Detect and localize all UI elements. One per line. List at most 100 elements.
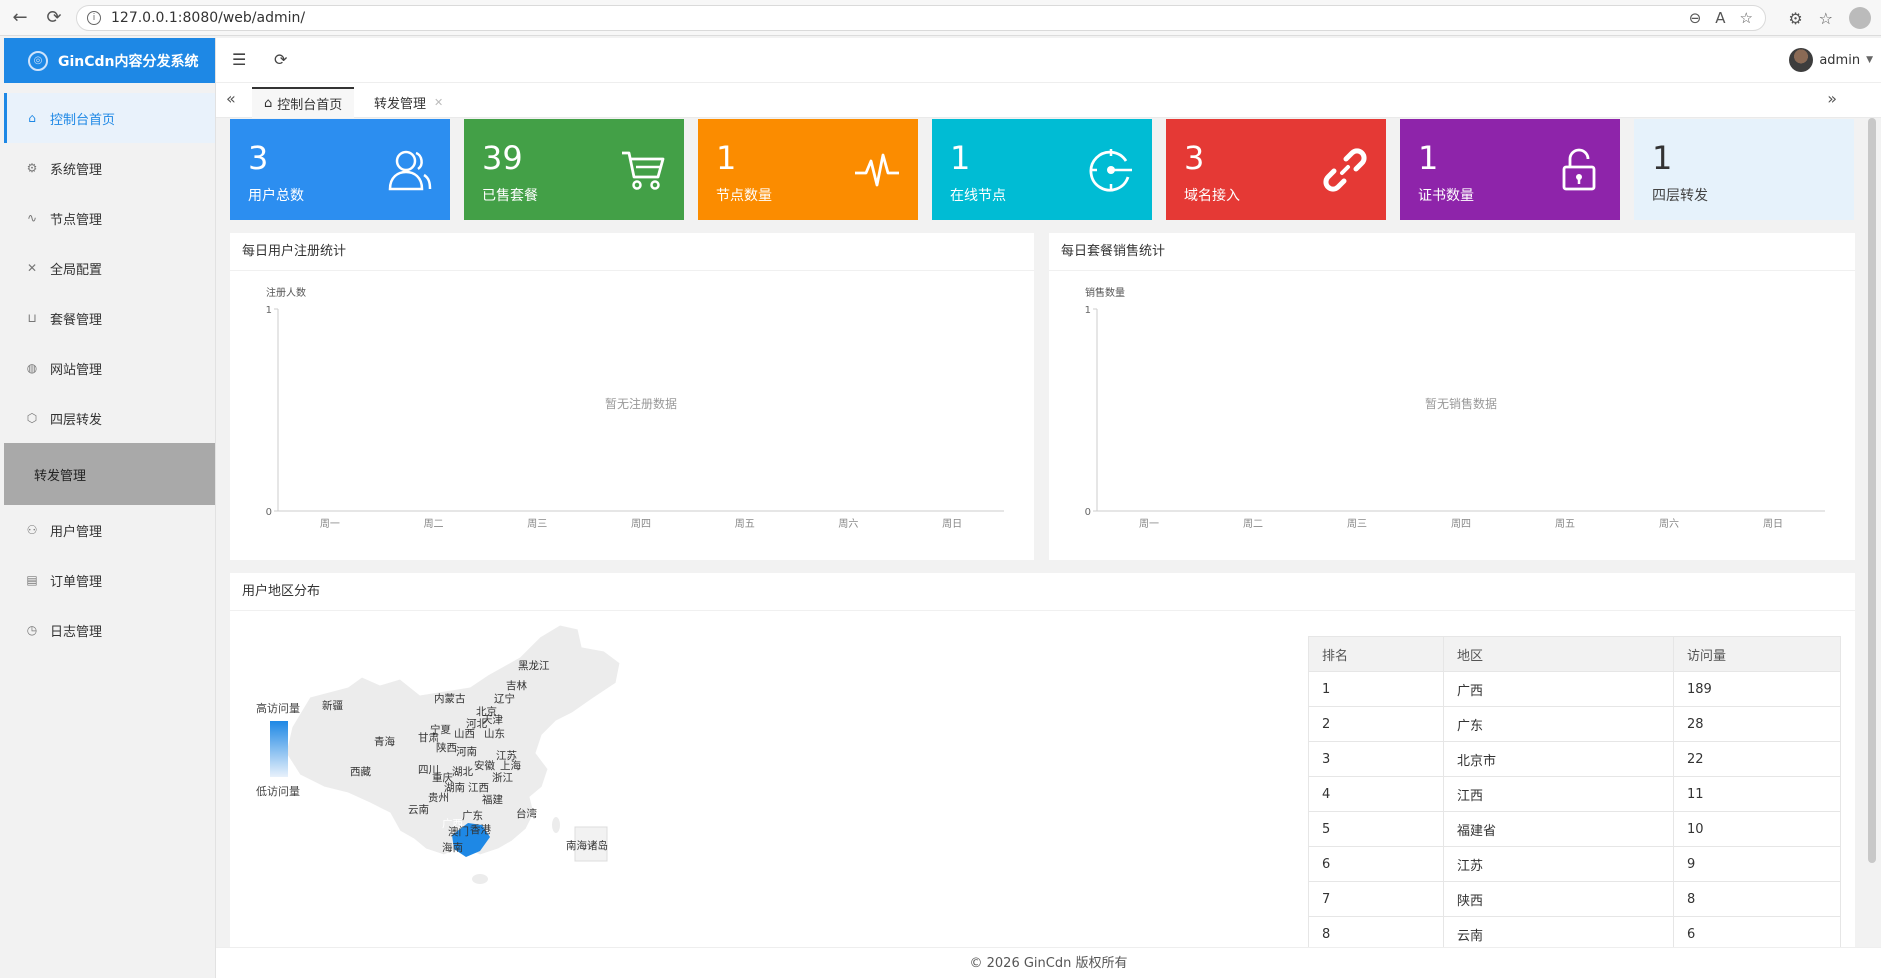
sidebar-item-websites[interactable]: ◍ 网站管理 — [4, 343, 215, 393]
map-region-label[interactable]: 广西 — [442, 818, 463, 830]
map-region-label[interactable]: 香港 — [470, 824, 491, 836]
map-region-guangxi[interactable] — [452, 823, 490, 857]
stat-card-domains[interactable]: 3 域名接入 — [1166, 119, 1386, 220]
map-region-label[interactable]: 湖南 — [444, 781, 465, 794]
favorite-star-icon[interactable]: ☆ — [1739, 9, 1753, 27]
map-region-label[interactable]: 云南 — [408, 803, 429, 816]
map-region-label[interactable]: 湖北 — [452, 766, 473, 778]
map-region-label[interactable]: 江苏 — [496, 749, 517, 762]
x-tick-label: 周日 — [942, 518, 962, 530]
menu-toggle-icon[interactable]: ☰ — [232, 50, 247, 69]
panel-title: 每日用户注册统计 — [230, 233, 1034, 271]
stat-card-certificates[interactable]: 1 证书数量 — [1400, 119, 1620, 220]
legend-high-label: 高访问量 — [256, 701, 300, 715]
user-menu[interactable]: admin ▼ — [1789, 48, 1873, 72]
map-region-label[interactable]: 福建 — [482, 793, 503, 806]
sidebar-item-orders[interactable]: ▤ 订单管理 — [4, 555, 215, 605]
app-logo[interactable]: ◎ GinCdn内容分发系统 — [4, 38, 215, 83]
close-icon[interactable]: ✕ — [434, 96, 444, 109]
back-arrow-icon[interactable]: ← — [12, 7, 28, 28]
map-region-label[interactable]: 海南 — [442, 841, 463, 854]
stat-value: 3 — [1184, 139, 1205, 177]
map-region-label[interactable]: 青海 — [374, 735, 395, 748]
map-region-label[interactable]: 上海 — [500, 759, 521, 772]
map-region-label[interactable]: 西藏 — [350, 766, 371, 778]
sidebar-item-l4-forward[interactable]: ⬡ 四层转发 — [4, 393, 215, 443]
map-region-label[interactable]: 黑龙江 — [518, 659, 550, 672]
sidebar-subitem-forward-manage[interactable]: 转发管理 — [4, 443, 215, 505]
stat-card-online-nodes[interactable]: 1 在线节点 — [932, 119, 1152, 220]
sidebar-item-nodes[interactable]: ∿ 节点管理 — [4, 193, 215, 243]
sales-chart-panel: 每日套餐销售统计 销售数量 0 1 周一 周二 周三 周四 周五 周六 周日 暂无销售数据 — [1049, 233, 1855, 560]
stat-card-users[interactable]: 3 用户总数 — [230, 119, 450, 220]
favorites-icon[interactable]: ☆ — [1818, 8, 1833, 28]
map-region-hainan — [472, 874, 488, 884]
register-chart: 注册人数 0 1 周一 周二 周三 周四 周五 周六 周日 暂无注册数据 — [266, 286, 1004, 530]
stat-card-l4-forward[interactable]: 1 四层转发 — [1634, 119, 1854, 220]
visits-cell: 9 — [1673, 846, 1841, 882]
target-icon — [1089, 149, 1132, 192]
map-region-label[interactable]: 北京 — [476, 705, 497, 718]
map-region-label[interactable]: 内蒙古 — [434, 692, 466, 705]
map-region-label[interactable]: 宁夏 — [430, 723, 451, 736]
map-region-label[interactable]: 河北 — [466, 718, 487, 730]
map-region-label[interactable]: 新疆 — [322, 699, 343, 712]
map-region-label[interactable]: 江西 — [468, 782, 489, 794]
map-region-label[interactable]: 重庆 — [432, 771, 453, 784]
map-region-label[interactable]: 浙江 — [492, 772, 513, 784]
page-scrollbar[interactable] — [1868, 118, 1876, 863]
clock-icon: ◷ — [26, 623, 38, 637]
map-region-label[interactable]: 安徽 — [474, 759, 495, 772]
column-header-region: 地区 — [1443, 636, 1674, 672]
column-header-rank: 排名 — [1308, 636, 1444, 672]
legend-gradient-bar[interactable] — [270, 721, 288, 777]
extensions-icon[interactable]: ⚙ — [1788, 8, 1803, 28]
map-region-label[interactable]: 台湾 — [516, 807, 537, 820]
map-region-label[interactable]: 贵州 — [428, 791, 449, 804]
browser-profile-icon[interactable] — [1849, 7, 1871, 29]
map-region-label[interactable]: 山东 — [484, 727, 505, 740]
region-cell: 广西 — [1443, 671, 1674, 707]
stat-card-node-count[interactable]: 1 节点数量 — [698, 119, 918, 220]
map-region-label[interactable]: 天津 — [482, 714, 503, 726]
sidebar-item-logs[interactable]: ◷ 日志管理 — [4, 605, 215, 655]
map-region-taiwan — [552, 817, 560, 833]
rank-cell: 3 — [1308, 741, 1444, 777]
map-region-label[interactable]: 河南 — [456, 745, 477, 758]
map-region-label[interactable]: 澳门 — [448, 825, 469, 838]
tools-icon: ✕ — [26, 261, 38, 275]
map-region-label[interactable]: 辽宁 — [494, 692, 515, 705]
cart-icon — [622, 151, 665, 190]
stat-value: 1 — [950, 139, 971, 177]
sidebar-item-users[interactable]: ⚇ 用户管理 — [4, 505, 215, 555]
map-region-label[interactable]: 陕西 — [436, 741, 457, 754]
map-region-label[interactable]: 甘肃 — [418, 731, 439, 744]
sidebar-item-packages[interactable]: ⊔ 套餐管理 — [4, 293, 215, 343]
rank-cell: 5 — [1308, 811, 1444, 847]
sidebar-item-global-config[interactable]: ✕ 全局配置 — [4, 243, 215, 293]
zoom-icon[interactable]: ⊖ — [1688, 9, 1702, 27]
map-region-label[interactable]: 四川 — [418, 764, 439, 776]
address-bar[interactable]: i 127.0.0.1:8080/web/admin/ ⊖ A ☆ — [76, 5, 1766, 31]
x-tick-label: 周五 — [1555, 518, 1575, 530]
tabs-scroll-left-icon[interactable]: « — [226, 89, 236, 108]
y-tick-label: 1 — [1085, 305, 1091, 316]
map-region-label[interactable]: 吉林 — [506, 679, 527, 692]
refresh-icon[interactable]: ⟳ — [274, 50, 288, 69]
map-region-label[interactable]: 山西 — [454, 728, 475, 740]
tab-dashboard[interactable]: ⌂ 控制台首页 — [252, 87, 355, 118]
info-icon[interactable]: i — [87, 11, 101, 25]
map-region-label[interactable]: 南海诸岛 — [566, 839, 608, 852]
reload-icon[interactable]: ⟳ — [46, 7, 62, 28]
panel-title: 每日套餐销售统计 — [1049, 233, 1855, 271]
stat-label: 四层转发 — [1652, 188, 1708, 204]
sidebar-item-system[interactable]: ⚙ 系统管理 — [4, 143, 215, 193]
read-aloud-icon[interactable]: A — [1715, 9, 1726, 27]
map-region-label[interactable]: 广东 — [462, 809, 483, 822]
tab-forward-manage[interactable]: 转发管理 ✕ — [374, 87, 443, 118]
x-tick-label: 周二 — [424, 518, 444, 530]
tabs-scroll-right-icon[interactable]: » — [1827, 89, 1837, 108]
sidebar-item-dashboard[interactable]: ⌂ 控制台首页 — [4, 93, 215, 143]
stat-card-sold-packages[interactable]: 39 已售套餐 — [464, 119, 684, 220]
